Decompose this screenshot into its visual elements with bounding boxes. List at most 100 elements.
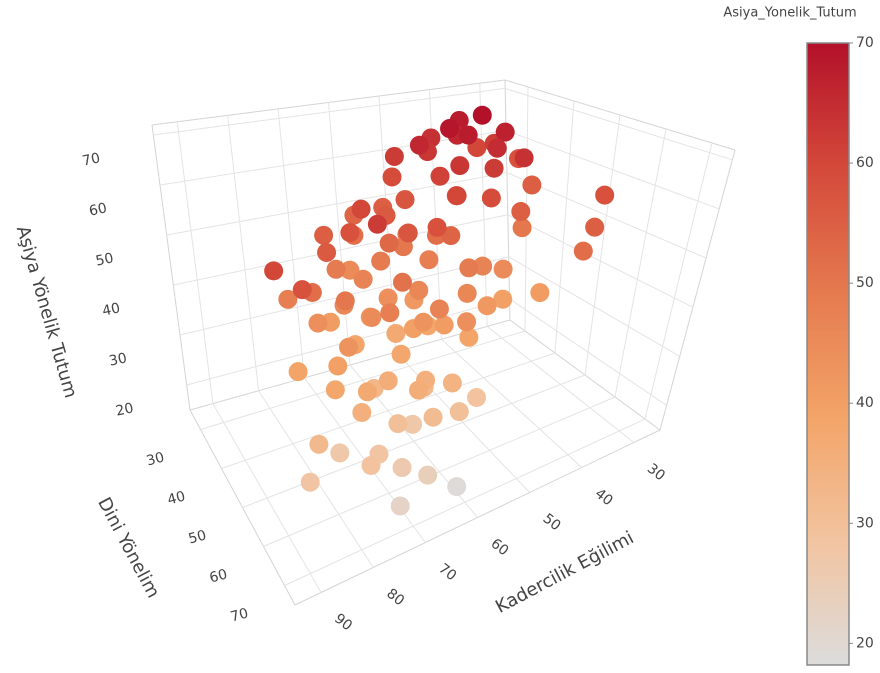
- point: [352, 403, 372, 423]
- point: [495, 122, 515, 142]
- point: [378, 371, 398, 391]
- point: [371, 251, 391, 271]
- grid-line: [200, 330, 526, 430]
- box-edge: [504, 79, 511, 321]
- point: [430, 166, 450, 186]
- point: [447, 477, 467, 497]
- grid-line: [505, 87, 733, 161]
- point: [325, 380, 345, 400]
- x-tick-label: 30: [644, 461, 668, 485]
- point: [362, 308, 382, 328]
- point: [429, 299, 449, 319]
- point: [300, 472, 320, 492]
- point: [391, 344, 411, 364]
- grid-line: [507, 214, 694, 308]
- point: [512, 218, 532, 238]
- grid-line: [584, 114, 621, 376]
- grid-line: [166, 172, 508, 236]
- point: [292, 280, 312, 300]
- y-tick-label: 60: [208, 566, 229, 586]
- z-tick-label: 40: [101, 300, 122, 319]
- points: [264, 105, 615, 516]
- z-tick-label: 30: [108, 350, 129, 369]
- grid-line: [505, 130, 720, 210]
- grid-line: [277, 108, 305, 378]
- point: [418, 465, 438, 485]
- point: [409, 280, 429, 300]
- point: [573, 241, 593, 261]
- point: [382, 167, 402, 187]
- point: [493, 259, 513, 279]
- point: [328, 356, 348, 376]
- y-tick-label: 30: [145, 449, 166, 469]
- point: [339, 337, 359, 357]
- point: [351, 199, 371, 219]
- point: [308, 313, 328, 333]
- point: [457, 312, 477, 332]
- x-tick-label: 90: [331, 611, 355, 635]
- grid-line: [153, 87, 506, 136]
- y-tick-label: 40: [166, 488, 187, 508]
- grid-line: [554, 100, 575, 354]
- y-tick-label: 70: [229, 605, 250, 625]
- point: [522, 175, 542, 195]
- point: [357, 382, 377, 402]
- point: [409, 135, 429, 155]
- grid-line: [176, 121, 214, 404]
- point: [530, 283, 550, 303]
- point: [423, 407, 443, 427]
- point: [367, 214, 387, 234]
- point: [384, 146, 404, 166]
- y-tick-label: 50: [187, 527, 208, 547]
- z-tick-label: 70: [81, 150, 102, 169]
- point: [450, 156, 470, 176]
- point: [477, 296, 497, 316]
- colorbar-tick-label: 50: [856, 275, 874, 291]
- x-tick-label: 70: [435, 561, 459, 585]
- point: [419, 250, 439, 270]
- colorbar-title: Asiya_Yonelik_Tutum: [723, 6, 856, 21]
- colorbar-tick-label: 40: [856, 395, 874, 411]
- colorbar: [806, 42, 850, 666]
- point: [379, 233, 399, 253]
- z-tick-label: 60: [88, 200, 109, 219]
- grid-line: [242, 374, 586, 508]
- grid-line: [328, 102, 351, 366]
- point: [309, 434, 329, 454]
- point: [487, 138, 507, 158]
- point: [585, 217, 605, 237]
- x-tick-label: 50: [540, 511, 564, 535]
- point: [493, 289, 513, 309]
- point: [314, 225, 334, 245]
- point: [514, 148, 534, 168]
- x-tick-label: 80: [383, 586, 407, 610]
- grid-line: [509, 298, 667, 406]
- point: [473, 256, 493, 276]
- z-tick-label: 20: [114, 400, 135, 419]
- point: [595, 185, 615, 205]
- point: [458, 125, 478, 145]
- point: [361, 456, 381, 476]
- grid-line: [644, 142, 713, 420]
- point: [440, 119, 460, 139]
- colorbar-tick-label: 60: [856, 155, 874, 171]
- colorbar-tick-label: 20: [856, 635, 874, 651]
- point: [457, 283, 477, 303]
- point: [335, 291, 355, 311]
- point: [511, 202, 531, 222]
- x-tick-label: 60: [488, 536, 512, 560]
- point: [380, 303, 400, 323]
- point: [447, 186, 467, 206]
- point: [398, 223, 418, 243]
- grid-line: [263, 396, 616, 547]
- point: [317, 242, 337, 262]
- point: [386, 323, 406, 343]
- point: [413, 312, 433, 332]
- point: [459, 327, 479, 347]
- point: [427, 217, 447, 237]
- point: [340, 260, 360, 280]
- point: [484, 158, 504, 178]
- point: [288, 362, 308, 382]
- point: [264, 261, 284, 281]
- box-edge: [659, 149, 736, 431]
